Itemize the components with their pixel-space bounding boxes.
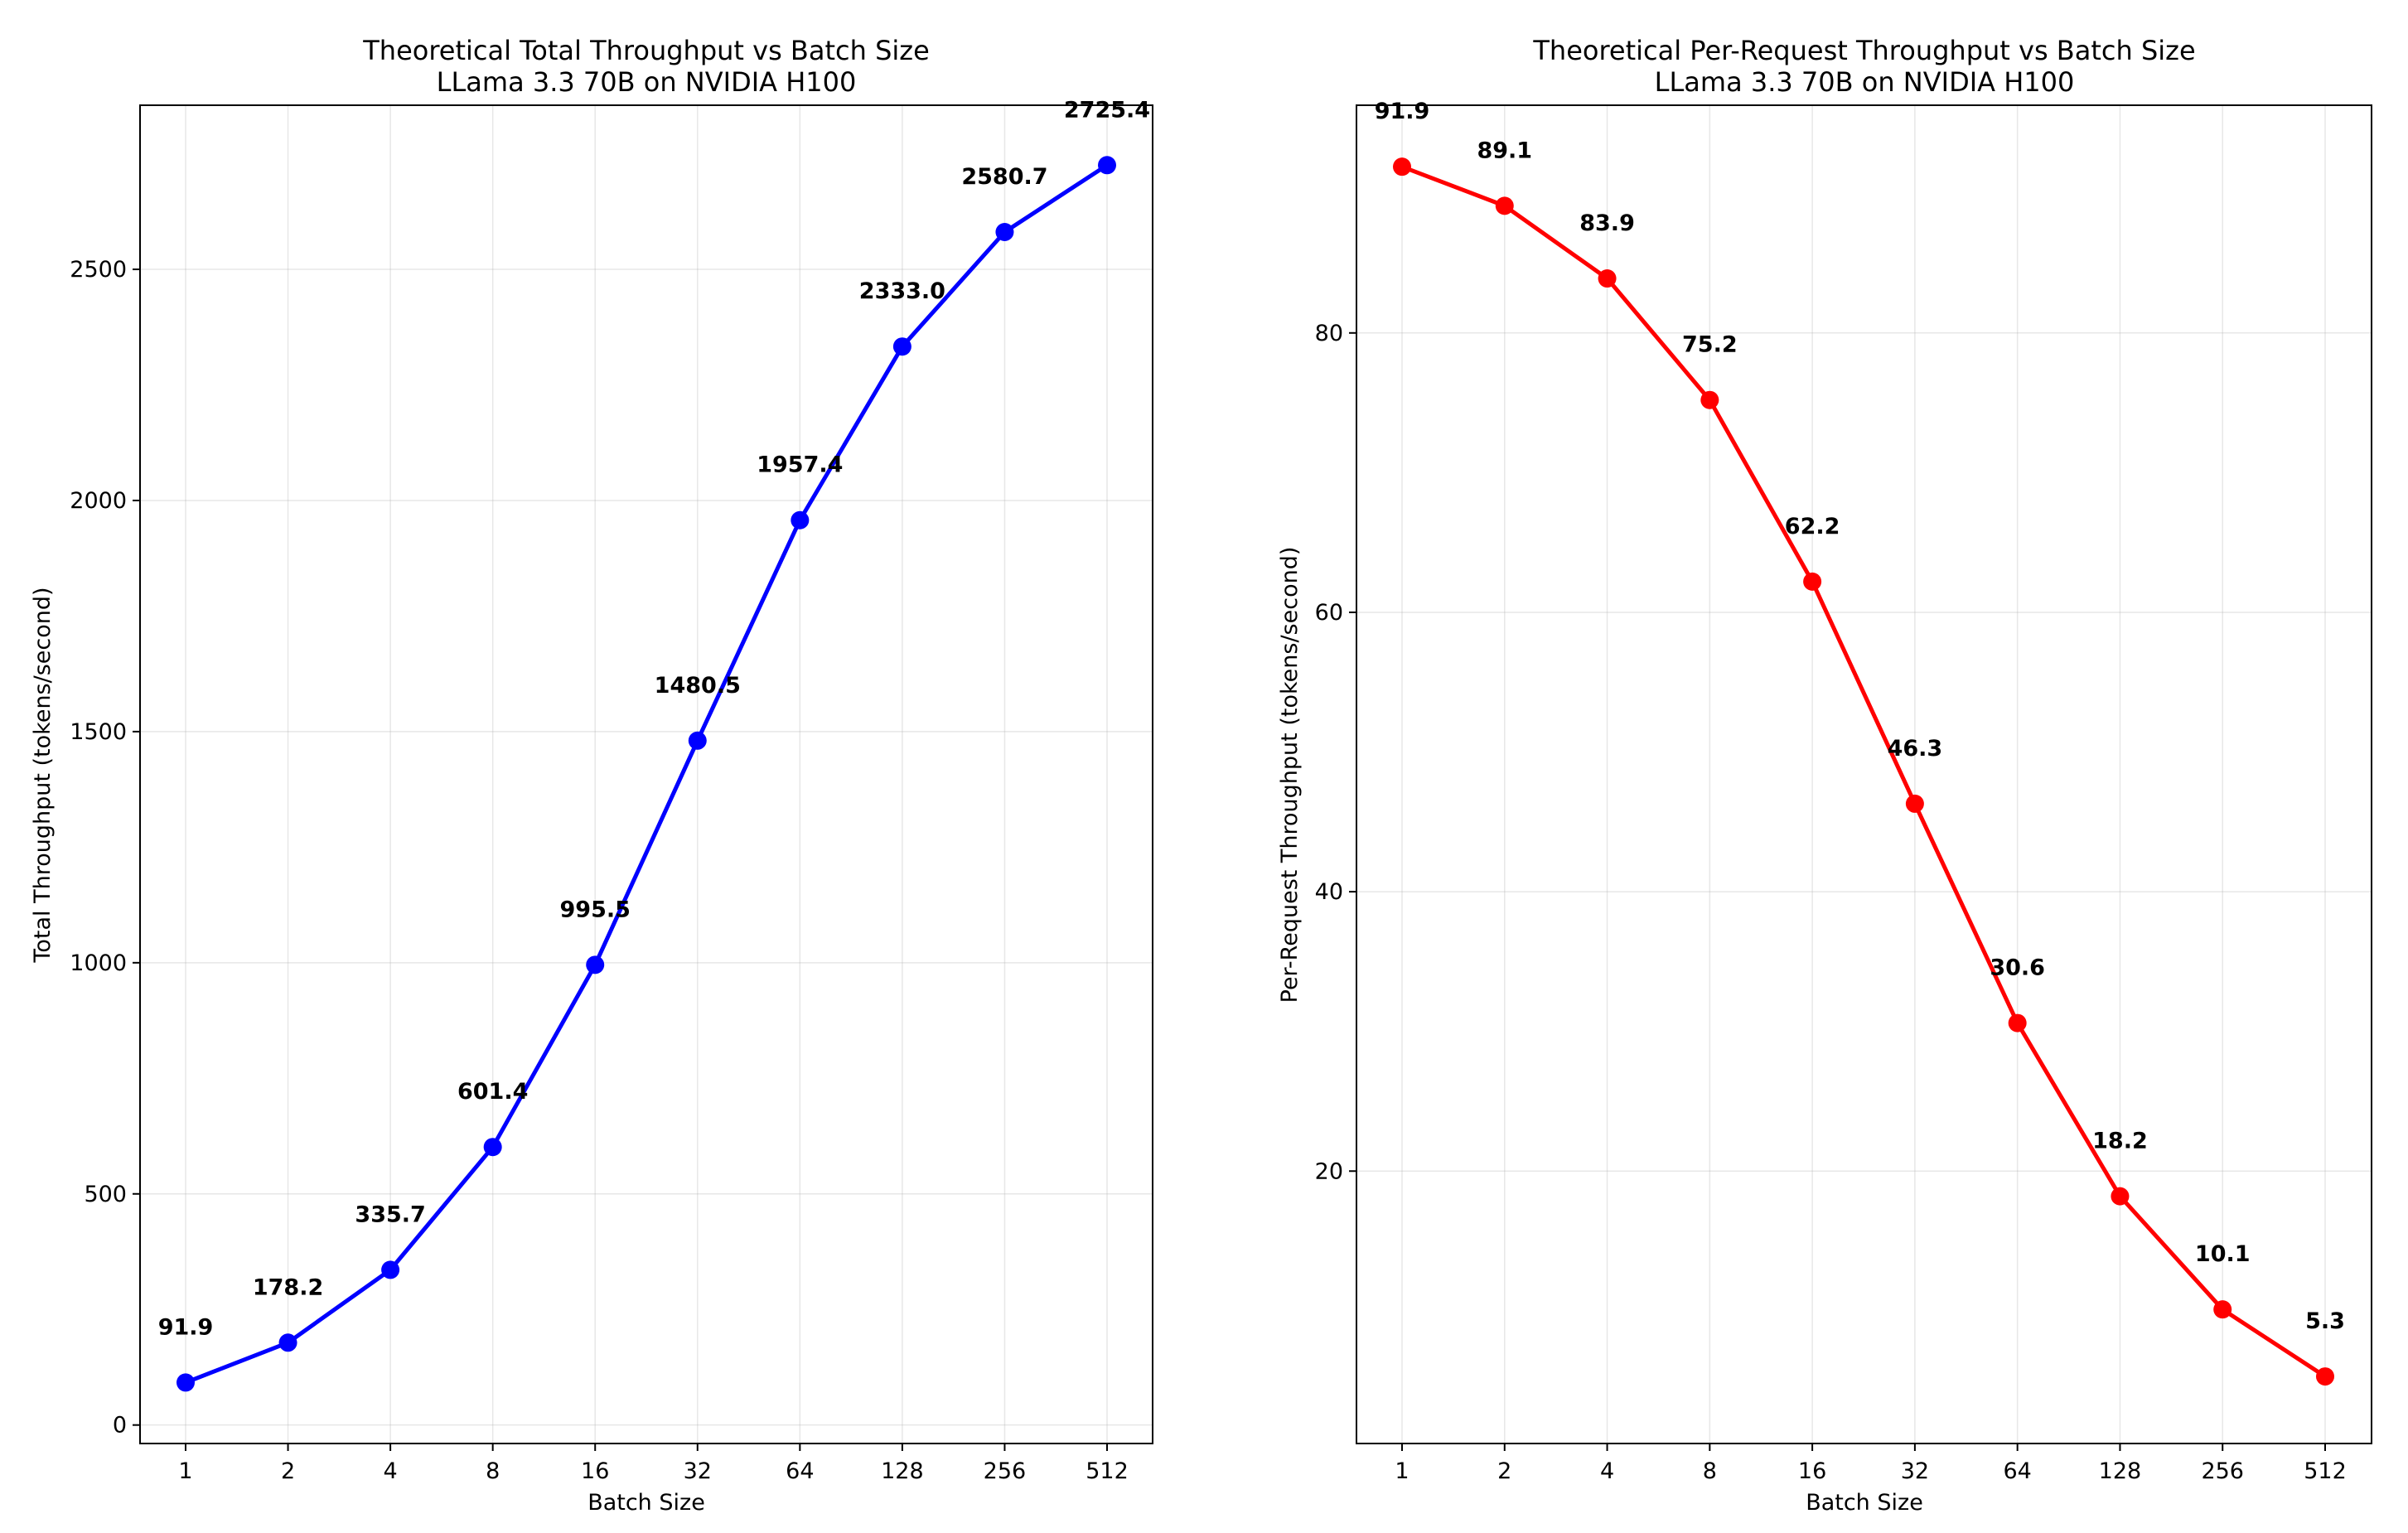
x-axis-label: Batch Size (587, 1490, 705, 1516)
data-label: 62.2 (1785, 514, 1840, 539)
data-label: 83.9 (1579, 210, 1635, 236)
data-label: 335.7 (355, 1202, 425, 1227)
data-label: 178.2 (253, 1274, 323, 1300)
data-point (1700, 390, 1719, 409)
data-label: 75.2 (1682, 332, 1738, 358)
data-label: 91.9 (1375, 99, 1430, 124)
data-label: 1480.5 (655, 673, 741, 699)
y-tick-label: 40 (1315, 879, 1343, 905)
data-point (892, 337, 911, 356)
plot-frame (139, 104, 1153, 1444)
x-tick-label: 4 (1600, 1458, 1614, 1484)
x-tick-label: 8 (1703, 1458, 1717, 1484)
x-tick-label: 32 (1901, 1458, 1929, 1484)
grid (140, 105, 1153, 1444)
data-label: 2580.7 (961, 164, 1047, 190)
y-tick-label: 1500 (70, 719, 127, 745)
chart-subtitle: LLama 3.3 70B on NVIDIA H100 (1655, 66, 2075, 98)
data-point (586, 955, 605, 974)
data-label: 995.5 (560, 897, 631, 922)
y-axis-label: Per-Request Throughput (tokens/second) (1277, 547, 1303, 1003)
data-label: 46.3 (1888, 736, 1943, 762)
chart-title: Theoretical Per-Request Throughput vs Ba… (1532, 35, 2195, 66)
x-tick-label: 1 (178, 1458, 192, 1484)
y-tick-label: 60 (1315, 600, 1343, 626)
x-tick-label: 256 (2201, 1458, 2244, 1484)
data-label: 89.1 (1477, 138, 1532, 163)
x-tick-label: 16 (1798, 1458, 1826, 1484)
chart-title: Theoretical Total Throughput vs Batch Si… (362, 35, 930, 66)
data-point (176, 1373, 195, 1392)
y-tick-label: 2000 (70, 488, 127, 514)
data-point (1598, 269, 1617, 288)
x-axis-label: Batch Size (1806, 1490, 1923, 1516)
data-point (2111, 1187, 2130, 1206)
series-line (185, 163, 1109, 1385)
series-layer: 91.9 89.1 83.9 75.2 62.2 46.3 30.6 18.2 10.1 5.3 (1375, 99, 2345, 1386)
data-point (2213, 1300, 2232, 1319)
x-tick-label: 16 (581, 1458, 609, 1484)
data-label: 91.9 (158, 1314, 214, 1340)
series-layer: 91.9 178.2 335.7 601.4 995.5 1480.5 1957.4 2333… (158, 97, 1150, 1392)
y-axis-label: Total Throughput (tokens/second) (30, 587, 56, 963)
x-ticks: 1 2 4 8 16 32 64 128 256 512 (1395, 1444, 2347, 1484)
grid (1356, 105, 2372, 1444)
data-point (483, 1138, 502, 1157)
x-tick-label: 512 (1086, 1458, 1129, 1484)
y-tick-label: 0 (113, 1413, 127, 1439)
data-point (1098, 156, 1116, 175)
data-label: 30.6 (1990, 955, 2045, 981)
x-tick-label: 128 (2099, 1458, 2142, 1484)
data-point (1905, 794, 1924, 813)
data-label: 1957.4 (757, 452, 843, 478)
data-label: 10.1 (2195, 1241, 2251, 1267)
plot-frame (1356, 104, 2372, 1444)
y-tick-label: 80 (1315, 321, 1343, 346)
x-tick-label: 128 (881, 1458, 924, 1484)
chart-subtitle: LLama 3.3 70B on NVIDIA H100 (437, 66, 857, 98)
data-label: 2333.0 (859, 278, 945, 304)
data-point (1495, 196, 1514, 215)
total-throughput-chart: Theoretical Total Throughput vs Batch Si… (30, 35, 1153, 1516)
data-point (791, 510, 810, 530)
data-label: 18.2 (2092, 1129, 2148, 1154)
data-label: 601.4 (457, 1079, 528, 1105)
data-point (2316, 1367, 2334, 1386)
x-ticks: 1 2 4 8 16 32 64 128 256 512 (178, 1444, 1129, 1484)
x-tick-label: 64 (786, 1458, 814, 1484)
data-point (995, 223, 1014, 242)
data-point (1393, 157, 1411, 177)
y-tick-label: 1000 (70, 950, 127, 976)
x-tick-label: 2 (1497, 1458, 1511, 1484)
x-tick-label: 256 (984, 1458, 1027, 1484)
x-tick-label: 4 (384, 1458, 398, 1484)
y-ticks: 20 40 60 80 (1315, 321, 1356, 1184)
per-request-throughput-chart: Theoretical Per-Request Throughput vs Ba… (1277, 35, 2372, 1516)
y-tick-label: 2500 (70, 257, 127, 283)
data-point (278, 1333, 297, 1352)
x-tick-label: 32 (684, 1458, 712, 1484)
data-point (381, 1260, 400, 1279)
data-label: 2725.4 (1064, 97, 1150, 123)
data-point (2008, 1013, 2027, 1032)
x-tick-label: 2 (281, 1458, 295, 1484)
x-tick-label: 64 (2003, 1458, 2031, 1484)
data-point (688, 731, 707, 750)
data-point (1803, 572, 1822, 591)
series-line (1401, 164, 2327, 1379)
y-tick-label: 500 (84, 1182, 127, 1207)
x-tick-label: 8 (486, 1458, 500, 1484)
x-tick-label: 512 (2304, 1458, 2347, 1484)
y-tick-label: 20 (1315, 1158, 1343, 1184)
x-tick-label: 1 (1395, 1458, 1409, 1484)
y-ticks: 0 500 1000 1500 2000 2500 (70, 257, 140, 1439)
data-label: 5.3 (2305, 1308, 2345, 1334)
